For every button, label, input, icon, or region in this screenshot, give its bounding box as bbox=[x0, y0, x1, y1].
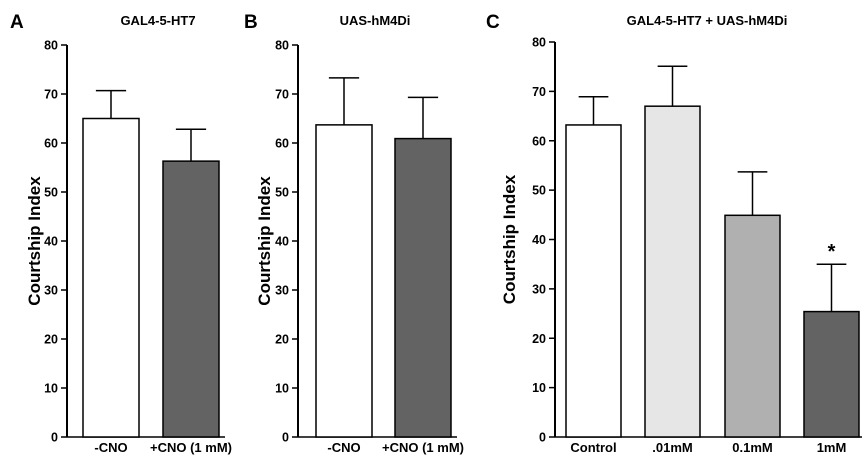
y-tick-label: 40 bbox=[44, 235, 58, 249]
y-tick-label: 50 bbox=[275, 186, 289, 200]
panel-letter: C bbox=[486, 12, 500, 33]
y-axis-label: Courtship Index bbox=[500, 174, 519, 304]
y-tick-label: 30 bbox=[44, 284, 58, 298]
category-label: .01mM bbox=[652, 440, 692, 455]
panel-title: GAL4-5-HT7 bbox=[120, 13, 195, 28]
bar bbox=[315, 124, 373, 438]
chart-panel-a: A GAL4-5-HT7 Courtship Index 0 10 20 30 40 50 60 7… bbox=[10, 12, 232, 455]
y-axis-label: Courtship Index bbox=[25, 176, 44, 306]
y-tick-label: 80 bbox=[275, 39, 289, 53]
y-tick-label: 60 bbox=[44, 137, 58, 151]
bar bbox=[803, 310, 860, 438]
category-label: Control bbox=[570, 440, 616, 455]
y-tick-label: 0 bbox=[51, 431, 58, 445]
panel-title: GAL4-5-HT7 + UAS-hM4Di bbox=[627, 13, 788, 28]
y-tick-label: 30 bbox=[532, 282, 546, 296]
y-tick-label: 10 bbox=[532, 381, 546, 395]
y-tick-label: 0 bbox=[282, 431, 289, 445]
y-tick-label: 60 bbox=[532, 134, 546, 148]
category-label: -CNO bbox=[94, 440, 127, 455]
panel-title: UAS-hM4Di bbox=[340, 13, 411, 28]
y-tick-label: 80 bbox=[44, 39, 58, 53]
y-tick-label: 60 bbox=[275, 137, 289, 151]
bar bbox=[394, 137, 452, 438]
category-label: +CNO (1 mM) bbox=[150, 440, 232, 455]
y-tick-label: 70 bbox=[532, 85, 546, 99]
bar bbox=[162, 160, 220, 438]
y-tick-label: 50 bbox=[532, 184, 546, 198]
y-tick-label: 40 bbox=[275, 235, 289, 249]
category-label: 0.1mM bbox=[732, 440, 772, 455]
panel-letter: B bbox=[244, 12, 258, 33]
bar bbox=[565, 124, 622, 438]
y-axis-label: Courtship Index bbox=[255, 176, 274, 306]
y-tick-label: 20 bbox=[532, 332, 546, 346]
y-tick-label: 70 bbox=[44, 88, 58, 102]
y-tick-label: 20 bbox=[44, 333, 58, 347]
category-label: -CNO bbox=[327, 440, 360, 455]
chart-panel-b: B UAS-hM4Di Courtship Index 0 10 20 30 40 50 60 70… bbox=[244, 12, 464, 455]
y-tick-label: 80 bbox=[532, 36, 546, 50]
y-tick-label: 50 bbox=[44, 186, 58, 200]
y-tick-label: 40 bbox=[532, 233, 546, 247]
bar bbox=[82, 117, 140, 438]
panel-letter: A bbox=[10, 12, 24, 33]
y-tick-label: 30 bbox=[275, 284, 289, 298]
y-tick-label: 70 bbox=[275, 88, 289, 102]
significance-marker: * bbox=[828, 241, 836, 263]
y-tick-label: 0 bbox=[539, 431, 546, 445]
chart-panel-c: C GAL4-5-HT7 + UAS-hM4Di Courtship Index 0 1… bbox=[486, 12, 862, 455]
category-label: 1mM bbox=[817, 440, 847, 455]
bar bbox=[724, 214, 781, 438]
category-label: +CNO (1 mM) bbox=[382, 440, 464, 455]
bar bbox=[644, 105, 701, 438]
y-tick-label: 10 bbox=[44, 382, 58, 396]
y-tick-label: 20 bbox=[275, 333, 289, 347]
y-tick-label: 10 bbox=[275, 382, 289, 396]
